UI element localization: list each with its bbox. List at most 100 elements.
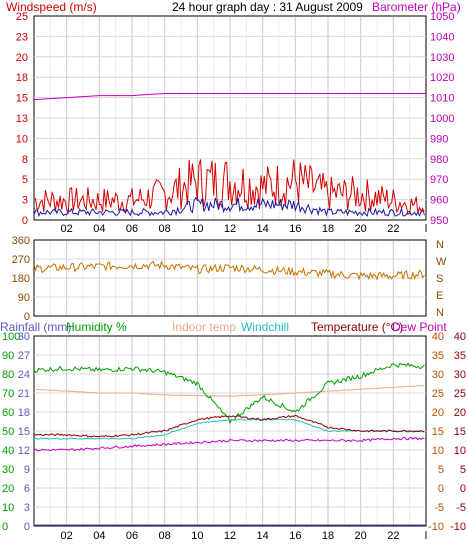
x-tick-label-top: 14 (257, 223, 269, 235)
x-tick-label-bottom: 12 (224, 530, 236, 542)
temp-tick-inner: -5 (434, 502, 444, 514)
direction-degree-tick: 90 (18, 292, 30, 304)
direction-degree-tick: 0 (24, 311, 30, 323)
windspeed-tick: 15 (16, 93, 28, 105)
rainfall-tick: 24 (18, 369, 30, 381)
temp-tick-outer: -10 (450, 521, 466, 533)
direction-degree-tick: 270 (12, 254, 30, 266)
temp-tick-outer: 0 (460, 483, 466, 495)
series-layer (33, 93, 426, 526)
wind-average-line (33, 196, 425, 218)
x-tick-label-bottom: 06 (126, 530, 138, 542)
barometer-tick: 1010 (430, 93, 454, 105)
rainfall-tick: 15 (18, 426, 30, 438)
compass-tick: N (436, 239, 444, 251)
indoor-temp-label: Indoor temp (172, 320, 236, 334)
barometer-tick: 1030 (430, 52, 454, 64)
temp-tick-inner: 15 (432, 426, 444, 438)
x-tick-label-top: 18 (322, 223, 334, 235)
humidity-tick: 30 (2, 464, 14, 476)
windspeed-tick: 25 (16, 11, 28, 23)
x-tick-label-bottom: 22 (387, 530, 399, 542)
temp-tick-outer: 5 (460, 464, 466, 476)
temp-tick-inner: -10 (428, 521, 444, 533)
temp-tick-inner: 25 (432, 388, 444, 400)
compass-tick: N (436, 307, 444, 319)
humidity-tick: 100 (2, 331, 20, 343)
barometer-line (33, 93, 426, 101)
humidity-tick: 70 (2, 388, 14, 400)
temp-tick-outer: 40 (454, 331, 466, 343)
rainfall-tick: 6 (24, 483, 30, 495)
temp-tick-inner: 5 (438, 464, 444, 476)
temp-tick-inner: 20 (432, 407, 444, 419)
humidity-tick: 0 (2, 521, 8, 533)
rainfall-tick: 21 (18, 388, 30, 400)
rainfall-tick: 30 (18, 331, 30, 343)
humidity-tick: 90 (2, 350, 14, 362)
x-tick-label-bottom: 04 (93, 530, 105, 542)
windspeed-tick: 3 (22, 195, 28, 207)
x-tick-label-bottom: 02 (61, 530, 73, 542)
x-tick-label-top: 22 (387, 223, 399, 235)
windspeed-tick: 20 (16, 52, 28, 64)
windspeed-tick: 5 (22, 174, 28, 186)
rainfall-label: Rainfall (mm) (0, 320, 71, 334)
dewpoint-line (33, 436, 425, 452)
compass-tick: E (436, 290, 443, 302)
windspeed-tick: 8 (22, 154, 28, 166)
humidity-tick: 10 (2, 502, 14, 514)
temp-tick-outer: 20 (454, 407, 466, 419)
indoor-line (33, 384, 425, 397)
x-end-label-bottom: l (425, 530, 427, 542)
rainfall-tick: 0 (24, 521, 30, 533)
humidity-tick: 50 (2, 426, 14, 438)
x-tick-label-bottom: 10 (191, 530, 203, 542)
barometer-tick: 1050 (430, 11, 454, 23)
compass-tick: S (436, 273, 443, 285)
wind-gust-line (33, 159, 425, 216)
x-tick-label-top: 12 (224, 223, 236, 235)
barometer-tick: 980 (430, 154, 448, 166)
x-tick-label-top: 02 (61, 223, 73, 235)
x-tick-label-top: 06 (126, 223, 138, 235)
temperature-label: Temperature (°C) (311, 320, 403, 334)
windspeed-tick: 0 (22, 215, 28, 227)
x-end-label-top: l (425, 223, 427, 235)
temperature-line (33, 414, 425, 438)
grid-layer (34, 17, 426, 525)
temp-tick-inner: 35 (432, 350, 444, 362)
x-tick-label-bottom: 08 (159, 530, 171, 542)
barometer-tick: 970 (430, 174, 448, 186)
chart-title: 24 hour graph day : 31 August 2009 (172, 0, 363, 14)
rainfall-tick: 3 (24, 502, 30, 514)
x-tick-label-top: 20 (355, 223, 367, 235)
rainfall-tick: 12 (18, 445, 30, 457)
direction-degree-tick: 360 (12, 235, 30, 247)
x-tick-label-bottom: 16 (289, 530, 301, 542)
temp-tick-inner: 10 (432, 445, 444, 457)
barometer-tick: 1000 (430, 113, 454, 125)
ticks-layer: 0202040406060808101012121414161618182020… (2, 11, 466, 542)
barometer-tick: 960 (430, 195, 448, 207)
x-tick-label-top: 08 (159, 223, 171, 235)
compass-tick: W (436, 256, 447, 268)
x-tick-label-bottom: 14 (257, 530, 269, 542)
windspeed-tick: 13 (16, 113, 28, 125)
windspeed-label: Windspeed (m/s) (6, 0, 97, 14)
x-tick-label-bottom: 20 (355, 530, 367, 542)
x-tick-label-top: 04 (93, 223, 105, 235)
temp-tick-outer: 25 (454, 388, 466, 400)
windchill-label: Windchill (241, 320, 289, 334)
wind-direction-line (33, 260, 425, 281)
temp-tick-inner: 30 (432, 369, 444, 381)
humidity-label: Humidity % (66, 320, 127, 334)
temp-tick-outer: 35 (454, 350, 466, 362)
temp-tick-inner: 0 (438, 483, 444, 495)
barometer-tick: 1040 (430, 31, 454, 43)
windspeed-tick: 10 (16, 133, 28, 145)
temp-tick-outer: 15 (454, 426, 466, 438)
humidity-tick: 20 (2, 483, 14, 495)
dewpoint-label: Dew Point (392, 320, 447, 334)
rainfall-tick: 27 (18, 350, 30, 362)
